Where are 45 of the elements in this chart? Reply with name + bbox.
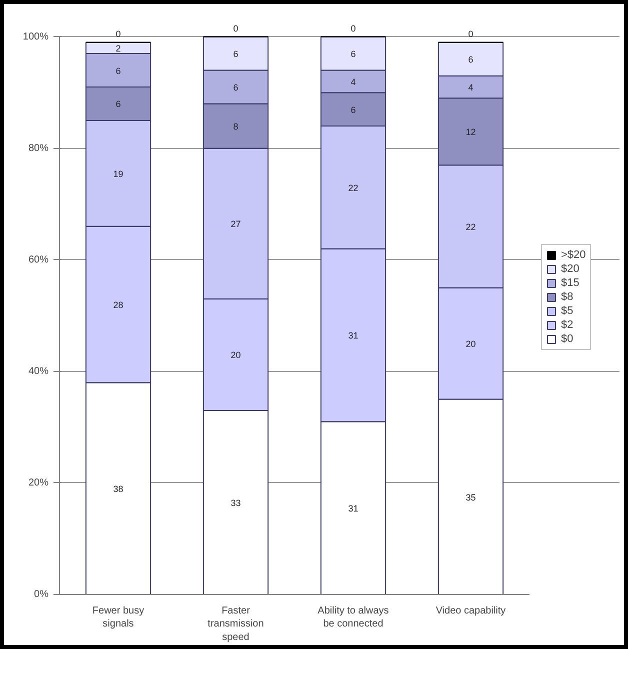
data-label: 6 bbox=[350, 104, 356, 115]
data-label: 4 bbox=[468, 82, 474, 92]
data-label: 20 bbox=[466, 339, 476, 350]
y-tick-label: 20% bbox=[28, 477, 49, 488]
x-tick-label: Video capability bbox=[436, 606, 506, 616]
data-label: 20 bbox=[230, 350, 241, 360]
data-label: 6 bbox=[233, 49, 238, 60]
data-label: 22 bbox=[466, 222, 476, 232]
y-tick-label: 40% bbox=[28, 366, 49, 377]
data-label: 31 bbox=[348, 504, 358, 514]
data-label: 28 bbox=[113, 300, 124, 310]
legend-label: $0 bbox=[561, 333, 574, 346]
data-label: 22 bbox=[348, 182, 358, 193]
legend-label: $2 bbox=[561, 319, 574, 332]
data-label: 35 bbox=[466, 492, 476, 502]
legend-label: $20 bbox=[561, 263, 580, 276]
x-tick-label: Ability to always be connected bbox=[318, 606, 389, 630]
y-tick-label: 80% bbox=[28, 142, 49, 154]
legend-label: >$20 bbox=[561, 249, 586, 262]
data-label: 33 bbox=[230, 498, 241, 508]
data-label: 8 bbox=[233, 122, 238, 132]
y-tick-label: 100% bbox=[22, 31, 49, 42]
data-label: 2 bbox=[116, 43, 121, 54]
data-label: 6 bbox=[468, 54, 474, 65]
data-label: 6 bbox=[350, 49, 356, 60]
data-label: 6 bbox=[116, 66, 121, 76]
data-label: 38 bbox=[113, 484, 124, 494]
data-label: 27 bbox=[230, 219, 241, 230]
data-label: 6 bbox=[116, 99, 121, 110]
legend-label: $15 bbox=[561, 277, 580, 290]
y-tick-label: 60% bbox=[28, 254, 49, 266]
data-label: 6 bbox=[233, 82, 238, 92]
x-tick-label: Faster transmission speed bbox=[208, 606, 264, 643]
data-label: 0 bbox=[116, 28, 121, 39]
data-label: 0 bbox=[350, 23, 356, 34]
data-label: 12 bbox=[466, 127, 476, 138]
data-label: 19 bbox=[113, 168, 124, 179]
legend-label: $8 bbox=[561, 291, 574, 304]
data-label: 31 bbox=[348, 330, 358, 341]
legend-label: $5 bbox=[561, 305, 574, 318]
data-label: 4 bbox=[350, 76, 356, 87]
data-label: 0 bbox=[233, 23, 238, 34]
y-tick-label: 0% bbox=[34, 589, 49, 600]
x-tick-label: Fewer busy signals bbox=[92, 606, 144, 630]
data-label: 0 bbox=[468, 28, 474, 39]
